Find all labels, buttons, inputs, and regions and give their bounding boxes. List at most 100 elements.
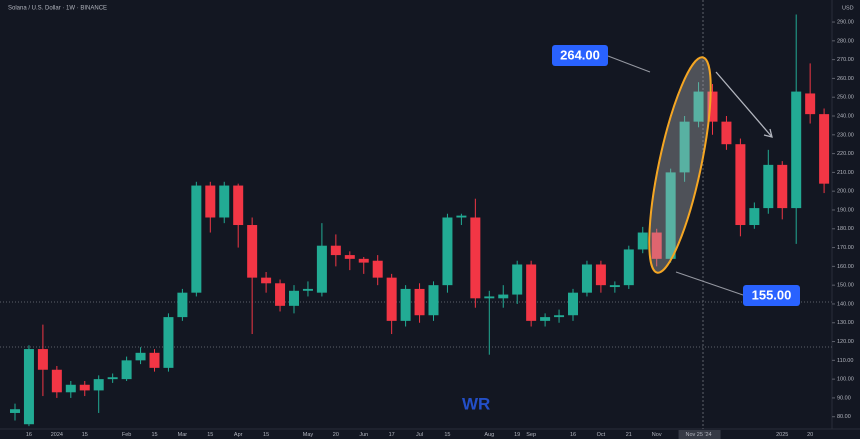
candle-body <box>707 91 718 122</box>
candle-body <box>10 409 20 413</box>
candle-body <box>330 245 341 256</box>
x-tick-label: 15 <box>263 432 269 438</box>
x-tick-label: 2025 <box>776 432 788 438</box>
y-tick-label: 150.00 <box>837 283 854 289</box>
x-tick-label: Mar <box>178 432 188 438</box>
candle-body <box>37 349 48 370</box>
candle-body <box>205 185 216 218</box>
x-tick-label: Sep <box>526 432 536 438</box>
candle-body <box>805 93 816 115</box>
y-tick-label: 280.00 <box>837 38 854 44</box>
candle-body <box>651 232 662 259</box>
y-tick-label: 180.00 <box>837 226 854 232</box>
candle-body <box>456 215 467 218</box>
highlight-ellipse <box>648 56 712 274</box>
candle-body <box>386 277 397 321</box>
candle-body <box>79 384 90 391</box>
arrow <box>715 71 773 138</box>
candle-body <box>595 264 606 286</box>
x-tick-label: 17 <box>389 432 395 438</box>
candle-body <box>749 208 760 226</box>
x-tick-label: 20 <box>807 432 813 438</box>
x-tick-label: 21 <box>626 432 632 438</box>
candle-body <box>275 283 286 306</box>
x-tick-label: Jun <box>359 432 368 438</box>
candle-body <box>763 164 774 209</box>
x-tick-label: Nov 25 '24 <box>685 432 711 438</box>
candle-body <box>484 296 495 299</box>
y-tick-label: 230.00 <box>837 132 854 138</box>
symbol-title: Solana / U.S. Dollar · 1W · BINANCE <box>8 6 107 12</box>
y-tick-label: 130.00 <box>837 320 854 326</box>
y-tick-label: 160.00 <box>837 264 854 270</box>
y-tick-label: 120.00 <box>837 339 854 345</box>
candle-body <box>358 258 369 263</box>
x-tick-label: 16 <box>570 432 576 438</box>
candle-body <box>693 91 704 122</box>
y-tick-label: 250.00 <box>837 95 854 101</box>
y-tick-label: 190.00 <box>837 207 854 213</box>
candle-body <box>107 377 118 380</box>
annotation: 264.00 <box>560 47 600 62</box>
y-tick-label: 200.00 <box>837 189 854 195</box>
x-tick-label: Oct <box>597 432 606 438</box>
candle-body <box>316 245 327 293</box>
candle-body <box>637 232 648 250</box>
candle-body <box>191 185 202 293</box>
x-tick-label: Feb <box>122 432 131 438</box>
candle-body <box>23 349 34 425</box>
candle-body <box>554 315 565 318</box>
candle-body <box>135 352 146 361</box>
candle-body <box>735 144 746 226</box>
x-tick-label: 15 <box>151 432 157 438</box>
annotation-box <box>743 285 800 306</box>
candle-body <box>372 260 383 278</box>
candle-body <box>163 317 174 368</box>
candles <box>10 14 830 427</box>
annotation-box <box>552 45 608 66</box>
candle-body <box>51 369 62 393</box>
candle-body <box>665 172 676 259</box>
y-tick-label: 110.00 <box>837 358 853 364</box>
y-tick-label: 80.00 <box>837 414 851 420</box>
x-tick-label: May <box>303 432 314 438</box>
annotation: 155.00 <box>752 287 792 302</box>
arrow-head <box>763 128 773 138</box>
candle-body <box>65 384 76 393</box>
candle-body <box>721 121 732 145</box>
y-tick-label: 210.00 <box>837 170 854 176</box>
y-tick-label: 140.00 <box>837 301 854 307</box>
candle-body <box>581 264 592 293</box>
currency: USD <box>842 5 854 11</box>
y-tick-label: 290.00 <box>837 19 854 25</box>
x-tick-label: 15 <box>207 432 213 438</box>
candle-body <box>247 225 258 278</box>
x-tick-label: Apr <box>234 432 243 438</box>
candle-body <box>121 360 132 380</box>
candle-body <box>526 264 537 321</box>
candle-body <box>233 185 244 226</box>
x-tick-label: Nov <box>652 432 662 438</box>
y-tick-label: 270.00 <box>837 57 854 63</box>
x-tick-label: Jul <box>416 432 423 438</box>
candle-body <box>498 294 509 299</box>
candle-body <box>344 255 355 259</box>
candle-body <box>219 185 230 218</box>
x-tick-label: 20 <box>333 432 339 438</box>
candle-body <box>609 285 620 288</box>
y-tick-label: 220.00 <box>837 151 854 157</box>
candle-body <box>261 277 272 284</box>
y-tick-label: 170.00 <box>837 245 854 251</box>
candle-body <box>470 217 481 299</box>
candle-body <box>679 121 690 173</box>
candle-body <box>512 264 523 295</box>
x-tick-label: 19 <box>514 432 520 438</box>
arrow <box>607 55 651 73</box>
crosshair-label-bg <box>678 430 721 439</box>
x-tick-label: Aug <box>484 432 494 438</box>
arrow <box>675 271 744 296</box>
y-tick-label: 240.00 <box>837 113 854 119</box>
y-tick-label: 260.00 <box>837 76 854 82</box>
x-tick-label: 15 <box>82 432 88 438</box>
